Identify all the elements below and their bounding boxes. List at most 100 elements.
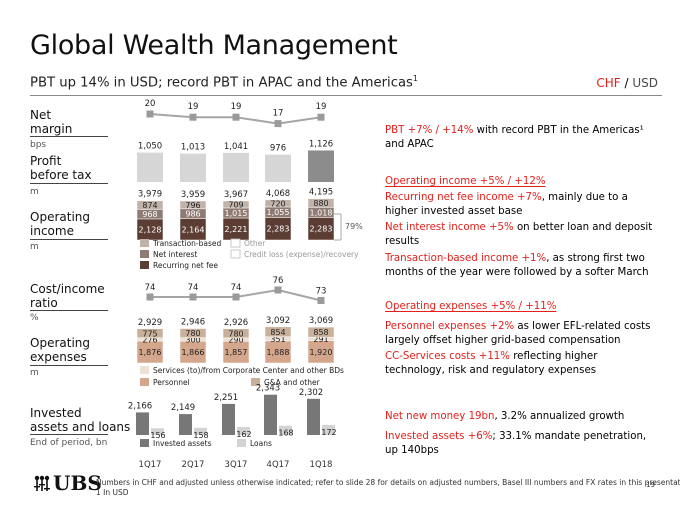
operating-expenses-total-label: 2,929 — [138, 318, 162, 328]
invested-assets-label: 2,166 — [128, 401, 152, 411]
bullet-highlight: PBT +7% / +14% — [385, 125, 474, 136]
category-label: 1Q18 — [310, 460, 333, 470]
cost-income-label: 74 — [145, 283, 156, 293]
net-margin-label: 19 — [316, 102, 327, 112]
operating-income-segment-label: 1,015 — [225, 209, 248, 218]
commentary-bullet: PBT +7% / +14% with record PBT in the Am… — [385, 124, 657, 151]
pbt-bar — [223, 152, 249, 182]
operating-expenses-segment-label: 291 — [313, 335, 328, 344]
pbt-value-label: 1,041 — [224, 142, 248, 152]
currency-usd: USD — [632, 76, 658, 90]
operating-income-total-label: 3,979 — [138, 190, 162, 200]
commentary-bullet: Personnel expenses +2% as lower EFL-rela… — [385, 320, 657, 347]
pbt-bar — [308, 150, 334, 182]
operating-income-segment-label: 880 — [313, 199, 328, 208]
bullet-highlight: Recurring net fee income +7% — [385, 192, 542, 203]
commentary-bullet: Recurring net fee income +7%, mainly due… — [385, 191, 657, 218]
bullet-text: , as strong first two months of the year… — [385, 253, 649, 278]
bullet-text: as lower EFL-related costs largely offse… — [385, 321, 651, 346]
legend-label: Transaction-based — [152, 239, 221, 248]
legend-label: Recurring net fee — [153, 261, 218, 270]
operating-expenses-segment-label: 780 — [185, 329, 200, 338]
page-title: Global Wealth Management — [30, 30, 398, 61]
row-separator — [30, 136, 108, 137]
invested-assets-label: 2,343 — [256, 384, 280, 394]
row-separator — [30, 434, 108, 435]
commentary-bullet: Net new money 19bn, 3.2% annualized grow… — [385, 410, 657, 424]
loans-label: 162 — [236, 430, 251, 439]
operating-income-segment-label: 709 — [228, 200, 243, 209]
operating-income-segment — [179, 200, 207, 210]
operating-income-segment-label: 2,221 — [225, 225, 248, 234]
annotation-79-percent: 79% — [345, 222, 363, 231]
legend-swatch — [251, 378, 260, 386]
header-rule — [30, 95, 662, 96]
legend-label: Invested assets — [153, 439, 212, 448]
category-label: 1Q17 — [139, 460, 162, 470]
category-label: 3Q17 — [225, 460, 248, 470]
operating-income-total-label: 3,959 — [181, 190, 205, 200]
operating-expenses-total-label: 3,069 — [309, 316, 333, 326]
operating-expenses-segment — [222, 328, 250, 339]
unit-operating-expenses: m — [30, 368, 39, 378]
operating-income-segment-label: 2,164 — [182, 225, 205, 234]
legend-label: Credit loss (expense)/recovery — [244, 250, 359, 259]
bullet-text: on better loan and deposit results — [385, 222, 653, 247]
invested-assets-bar — [222, 403, 235, 435]
legend-label: Loans — [250, 439, 272, 448]
commentary-header: Operating expenses +5% / +11% — [385, 301, 557, 312]
cost-income-label: 76 — [273, 276, 284, 286]
operating-expenses-segment — [307, 326, 335, 338]
bullet-highlight: Net interest income +5% — [385, 222, 514, 233]
bullet-highlight: Personnel expenses +2% — [385, 321, 515, 332]
operating-income-segment — [307, 198, 335, 208]
invested-assets-label: 2,149 — [171, 403, 195, 413]
legend-swatch — [230, 238, 241, 248]
commentary-header: Operating income +5% / +12% — [385, 176, 546, 187]
operating-income-segment-label: 2,283 — [310, 225, 333, 234]
legend-swatch — [140, 439, 149, 447]
net-margin-point — [189, 113, 197, 121]
operating-expenses-total-label: 2,926 — [224, 318, 248, 328]
operating-expenses-segment-label: 1,920 — [310, 348, 333, 357]
operating-income-segment — [222, 200, 250, 209]
net-margin-point — [317, 113, 325, 121]
legend-swatch — [140, 378, 149, 386]
ubs-keys-logo-icon — [34, 475, 50, 491]
legend-swatch — [140, 250, 149, 258]
legend-label: Services (to)/from Corporate Center and … — [153, 366, 344, 375]
cost-income-point — [274, 286, 282, 294]
bullet-text: , 3.2% annualized growth — [494, 411, 625, 422]
legend-label: G&A and other — [264, 378, 321, 387]
pbt-bar — [137, 152, 163, 182]
legend-swatch — [140, 261, 149, 269]
page-number: 19 — [646, 481, 655, 489]
row-separator — [30, 239, 108, 240]
legend-label: Other — [244, 239, 266, 248]
row-separator — [30, 365, 108, 366]
cost-income-label: 74 — [231, 283, 242, 293]
net-margin-label: 19 — [231, 102, 242, 112]
invested-assets-bar — [307, 398, 320, 435]
net-margin-point — [146, 110, 154, 118]
legend-swatch — [237, 439, 246, 447]
cost-income-label: 73 — [316, 287, 327, 297]
page-subtitle: PBT up 14% in USD; record PBT in APAC an… — [30, 74, 418, 90]
commentary-bullet: Net interest income +5% on better loan a… — [385, 221, 657, 248]
invested-assets-label: 2,302 — [299, 388, 323, 398]
pbt-value-label: 1,050 — [138, 142, 162, 152]
operating-expenses-total-label: 3,092 — [266, 316, 290, 326]
pbt-value-label: 976 — [270, 144, 286, 154]
operating-income-segment-label: 796 — [185, 201, 200, 210]
operating-income-segment-label: 2,128 — [139, 225, 162, 234]
operating-expenses-segment-label: 1,888 — [267, 348, 290, 357]
row-label-operating-expenses: Operating expenses — [30, 336, 90, 364]
commentary-bullet: CC-Services costs +11% reflecting higher… — [385, 350, 657, 377]
loans-label: 156 — [150, 431, 165, 440]
operating-income-segment-label: 720 — [270, 199, 285, 208]
loans-bar — [322, 424, 335, 435]
operating-expenses-segment-label: 1,857 — [225, 348, 248, 357]
commentary-bullet: Invested assets +6%; 33.1% mandate penet… — [385, 430, 657, 457]
loans-bar — [279, 425, 292, 435]
